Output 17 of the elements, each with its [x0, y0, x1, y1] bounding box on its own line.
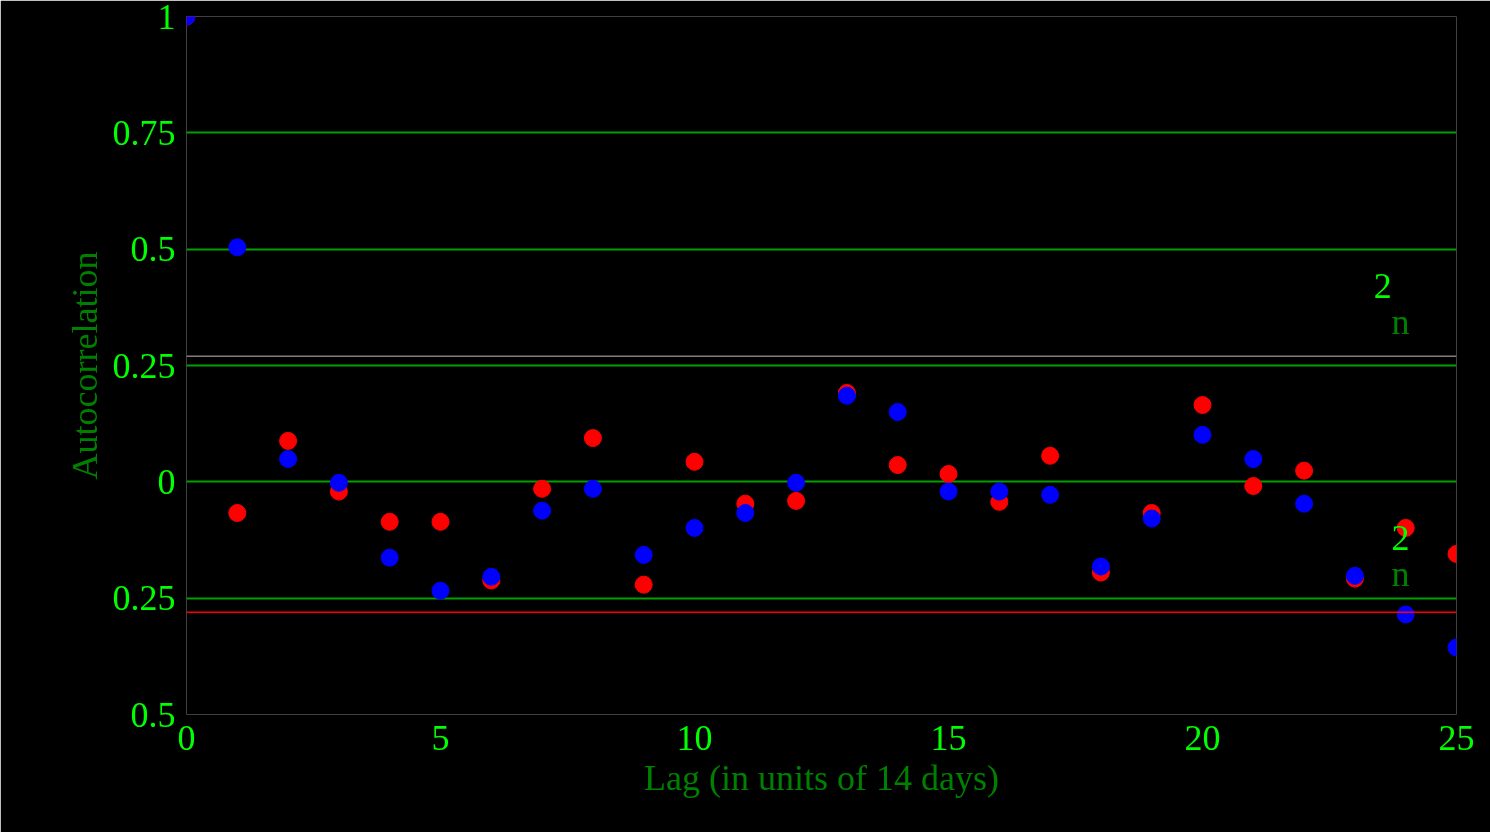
y-axis-title: Autocorrelation [64, 251, 105, 480]
y-tick-label: 0.5 [130, 694, 176, 735]
annotation: n [1391, 302, 1410, 343]
y-tick-label: 0 [157, 461, 176, 502]
x-tick-label: 20 [1184, 717, 1221, 758]
annotation: n [1391, 553, 1410, 594]
x-axis-title: Lag (in units of 14 days) [644, 757, 999, 798]
x-tick-label: 25 [1438, 717, 1475, 758]
annotation: 2 [1373, 266, 1392, 307]
x-tick-label: 5 [431, 717, 450, 758]
y-tick-label: 0.5 [130, 229, 176, 270]
y-tick-label: 0.25 [112, 345, 176, 386]
y-tick-label: 0.75 [112, 112, 176, 153]
y-tick-label: 1 [157, 0, 176, 37]
x-tick-label: 10 [676, 717, 713, 758]
y-tick-label: 0.25 [112, 578, 176, 619]
x-tick-label: 15 [930, 717, 967, 758]
